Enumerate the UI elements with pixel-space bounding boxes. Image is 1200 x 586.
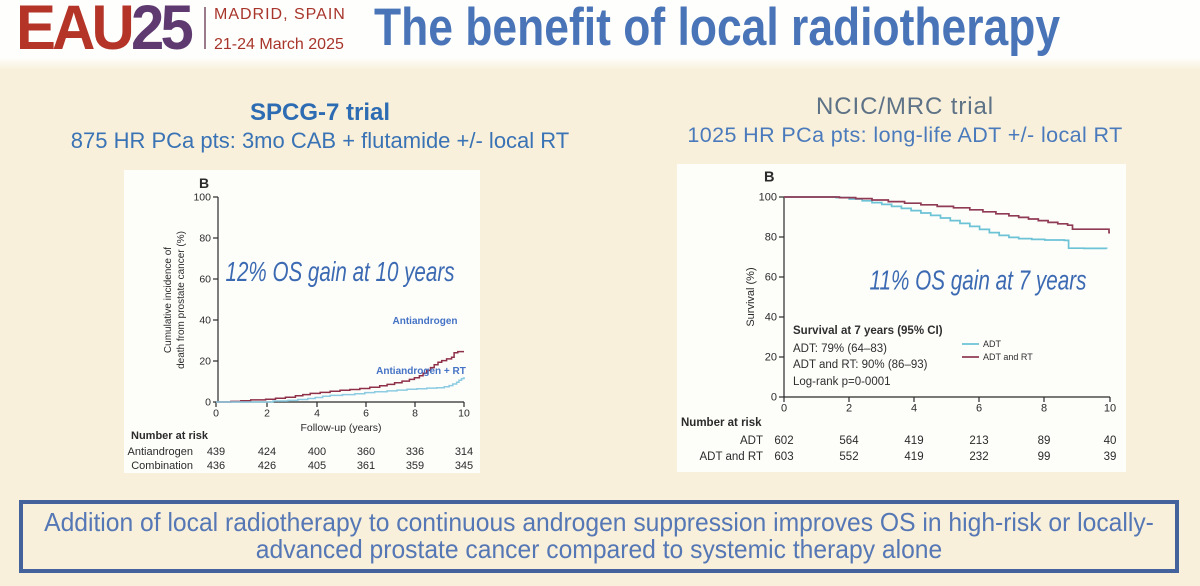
- svg-text:400: 400: [308, 446, 326, 458]
- svg-text:B: B: [764, 170, 774, 186]
- svg-text:552: 552: [839, 451, 858, 463]
- svg-text:439: 439: [207, 446, 225, 458]
- svg-text:ADT and RT: ADT and RT: [983, 352, 1033, 362]
- svg-text:39: 39: [1104, 451, 1117, 463]
- svg-text:Number at risk: Number at risk: [681, 417, 762, 429]
- svg-text:405: 405: [308, 460, 326, 472]
- svg-text:100: 100: [759, 192, 777, 204]
- svg-text:Survival (%): Survival (%): [745, 267, 757, 326]
- svg-text:345: 345: [455, 460, 473, 472]
- svg-text:2: 2: [264, 408, 270, 420]
- svg-text:Number at risk: Number at risk: [131, 430, 209, 442]
- svg-text:ADT: 79% (64–83): ADT: 79% (64–83): [793, 343, 887, 355]
- svg-text:0: 0: [781, 403, 787, 415]
- svg-text:6: 6: [363, 408, 369, 420]
- svg-text:0: 0: [213, 408, 219, 420]
- svg-text:2: 2: [846, 403, 852, 415]
- svg-text:60: 60: [199, 274, 211, 286]
- svg-text:Follow-up (years): Follow-up (years): [300, 422, 381, 434]
- svg-text:B: B: [199, 175, 209, 191]
- svg-text:336: 336: [406, 446, 424, 458]
- svg-text:603: 603: [774, 451, 793, 463]
- svg-text:232: 232: [969, 451, 988, 463]
- svg-text:ADT: ADT: [740, 435, 763, 447]
- svg-text:ADT and RT: 90% (86–93): ADT and RT: 90% (86–93): [793, 359, 928, 371]
- svg-text:60: 60: [765, 272, 777, 284]
- svg-text:100: 100: [193, 192, 211, 204]
- svg-text:Log-rank p=0-0001: Log-rank p=0-0001: [793, 376, 891, 388]
- svg-text:359: 359: [406, 460, 424, 472]
- svg-text:12% OS gain at 10 years: 12% OS gain at 10 years: [226, 256, 455, 287]
- svg-text:213: 213: [969, 435, 988, 447]
- svg-text:Antiandrogen: Antiandrogen: [128, 446, 193, 458]
- svg-text:ADT and RT: ADT and RT: [700, 451, 764, 463]
- svg-text:419: 419: [904, 451, 923, 463]
- svg-text:40: 40: [199, 315, 211, 327]
- svg-text:Survival at 7 years (95% CI): Survival at 7 years (95% CI): [793, 325, 943, 337]
- svg-text:361: 361: [357, 460, 375, 472]
- svg-text:Antiandrogen: Antiandrogen: [393, 316, 458, 327]
- svg-text:10: 10: [1104, 403, 1116, 415]
- svg-text:Cumulative incidence of: Cumulative incidence of: [163, 247, 174, 353]
- svg-text:Combination: Combination: [131, 460, 193, 472]
- svg-text:Antiandrogen + RT: Antiandrogen + RT: [376, 366, 466, 377]
- svg-text:424: 424: [258, 446, 276, 458]
- svg-text:40: 40: [765, 312, 777, 324]
- svg-text:20: 20: [765, 352, 777, 364]
- svg-text:death from prostate cancer (%): death from prostate cancer (%): [176, 231, 187, 369]
- svg-text:602: 602: [774, 435, 793, 447]
- svg-text:99: 99: [1038, 451, 1051, 463]
- svg-text:426: 426: [258, 460, 276, 472]
- svg-text:436: 436: [207, 460, 225, 472]
- svg-text:11% OS gain at 7 years: 11% OS gain at 7 years: [870, 265, 1087, 296]
- svg-text:89: 89: [1038, 435, 1051, 447]
- svg-text:80: 80: [765, 232, 777, 244]
- svg-text:40: 40: [1104, 435, 1117, 447]
- svg-text:0: 0: [205, 397, 211, 409]
- svg-text:20: 20: [199, 356, 211, 368]
- svg-text:10: 10: [458, 408, 470, 420]
- svg-text:4: 4: [314, 408, 320, 420]
- svg-text:564: 564: [839, 435, 859, 447]
- svg-text:80: 80: [199, 233, 211, 245]
- svg-text:8: 8: [1041, 403, 1047, 415]
- svg-text:0: 0: [771, 392, 777, 404]
- svg-text:4: 4: [911, 403, 917, 415]
- svg-text:419: 419: [904, 435, 923, 447]
- svg-text:ADT: ADT: [983, 339, 1002, 349]
- svg-text:314: 314: [455, 446, 473, 458]
- svg-text:360: 360: [357, 446, 375, 458]
- svg-text:8: 8: [412, 408, 418, 420]
- svg-text:6: 6: [976, 403, 982, 415]
